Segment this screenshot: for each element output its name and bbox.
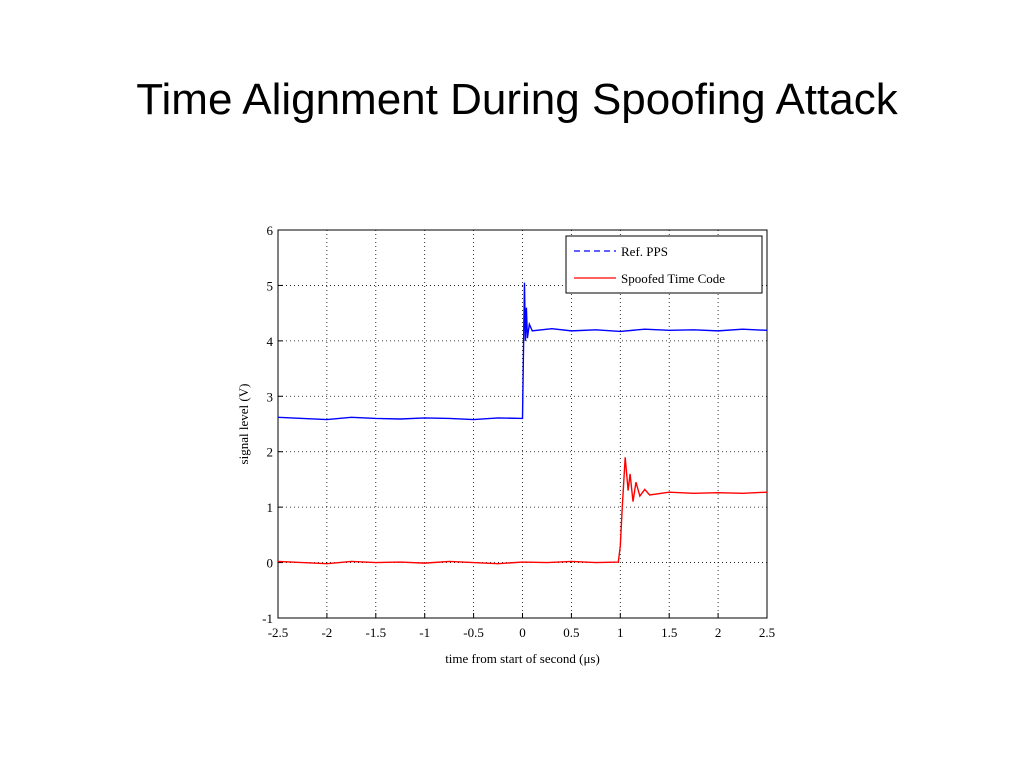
- x-tick-label: 2.5: [759, 625, 775, 640]
- legend-label: Ref. PPS: [621, 244, 668, 259]
- x-tick-label: -0.5: [463, 625, 484, 640]
- chart: -2.5 -2 -1.5 -1 -0.5 0 0.5 1 1.5 2 2.5 -1 0 1 2 3 4 5 6 tim…: [236, 223, 775, 666]
- y-tick-label: 6: [267, 223, 274, 238]
- y-tick-label: 2: [267, 445, 274, 460]
- y-axis-label: signal level (V): [236, 384, 251, 465]
- plot-frame: [277, 229, 768, 619]
- slide-title: Time Alignment During Spoofing Attack: [136, 75, 898, 124]
- y-tick-label: -1: [262, 611, 273, 626]
- data-line: [277, 457, 768, 565]
- x-tick-label: 1.5: [661, 625, 677, 640]
- x-tick-label: 0.5: [563, 625, 579, 640]
- x-tick-label: 1: [617, 625, 624, 640]
- x-tick-label: -2: [321, 625, 332, 640]
- x-tick-label: 0: [519, 625, 526, 640]
- y-tick-label: 3: [267, 389, 274, 404]
- x-tick-label: -1: [419, 625, 430, 640]
- legend-box: [565, 235, 763, 294]
- data-line: [277, 282, 768, 421]
- y-tick-label: 5: [267, 278, 274, 293]
- y-tick-label: 4: [267, 334, 274, 349]
- x-tick-label: -2.5: [268, 625, 289, 640]
- y-tick-label: 0: [267, 556, 274, 571]
- x-tick-label: 2: [715, 625, 722, 640]
- legend-label: Spoofed Time Code: [621, 271, 725, 286]
- x-tick-label: -1.5: [366, 625, 387, 640]
- x-axis-label: time from start of second (μs): [445, 651, 600, 666]
- y-tick-label: 1: [267, 500, 274, 515]
